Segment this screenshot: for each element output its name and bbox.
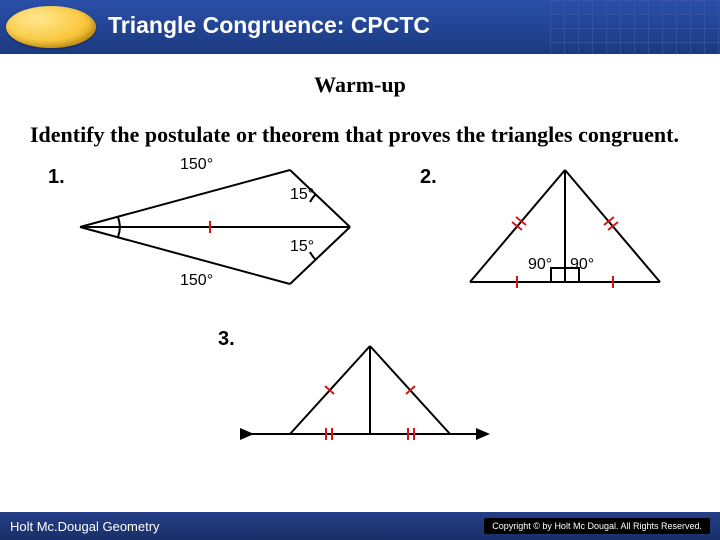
problem-3-number: 3. [218, 328, 235, 351]
p1-angle-150-top: 150° [180, 156, 213, 174]
p1-angle-15-bot: 15° [290, 238, 314, 256]
footer-bar: Holt Mc.Dougal Geometry Copyright © by H… [0, 512, 720, 540]
problem-3-figure [240, 326, 500, 456]
p1-angle-150-bot: 150° [180, 272, 213, 290]
problem-2-figure [450, 152, 680, 302]
prompt-text: Identify the postulate or theorem that p… [30, 122, 690, 148]
subtitle: Warm-up [0, 72, 720, 98]
footer-textbook: Holt Mc.Dougal Geometry [10, 519, 160, 534]
header-oval [6, 6, 96, 48]
lesson-title: Triangle Congruence: CPCTC [108, 12, 430, 39]
problem-1-figure [60, 152, 390, 302]
p2-angle-90-right: 90° [570, 256, 594, 274]
title-bar: Triangle Congruence: CPCTC [0, 0, 720, 54]
figures-area: 1. 150° 15° 15° 150° 2. [0, 148, 720, 468]
footer-copyright: Copyright © by Holt Mc Dougal. All Right… [484, 518, 710, 534]
p2-angle-90-left: 90° [528, 256, 552, 274]
p1-angle-15-top: 15° [290, 186, 314, 204]
problem-2-number: 2. [420, 166, 437, 189]
